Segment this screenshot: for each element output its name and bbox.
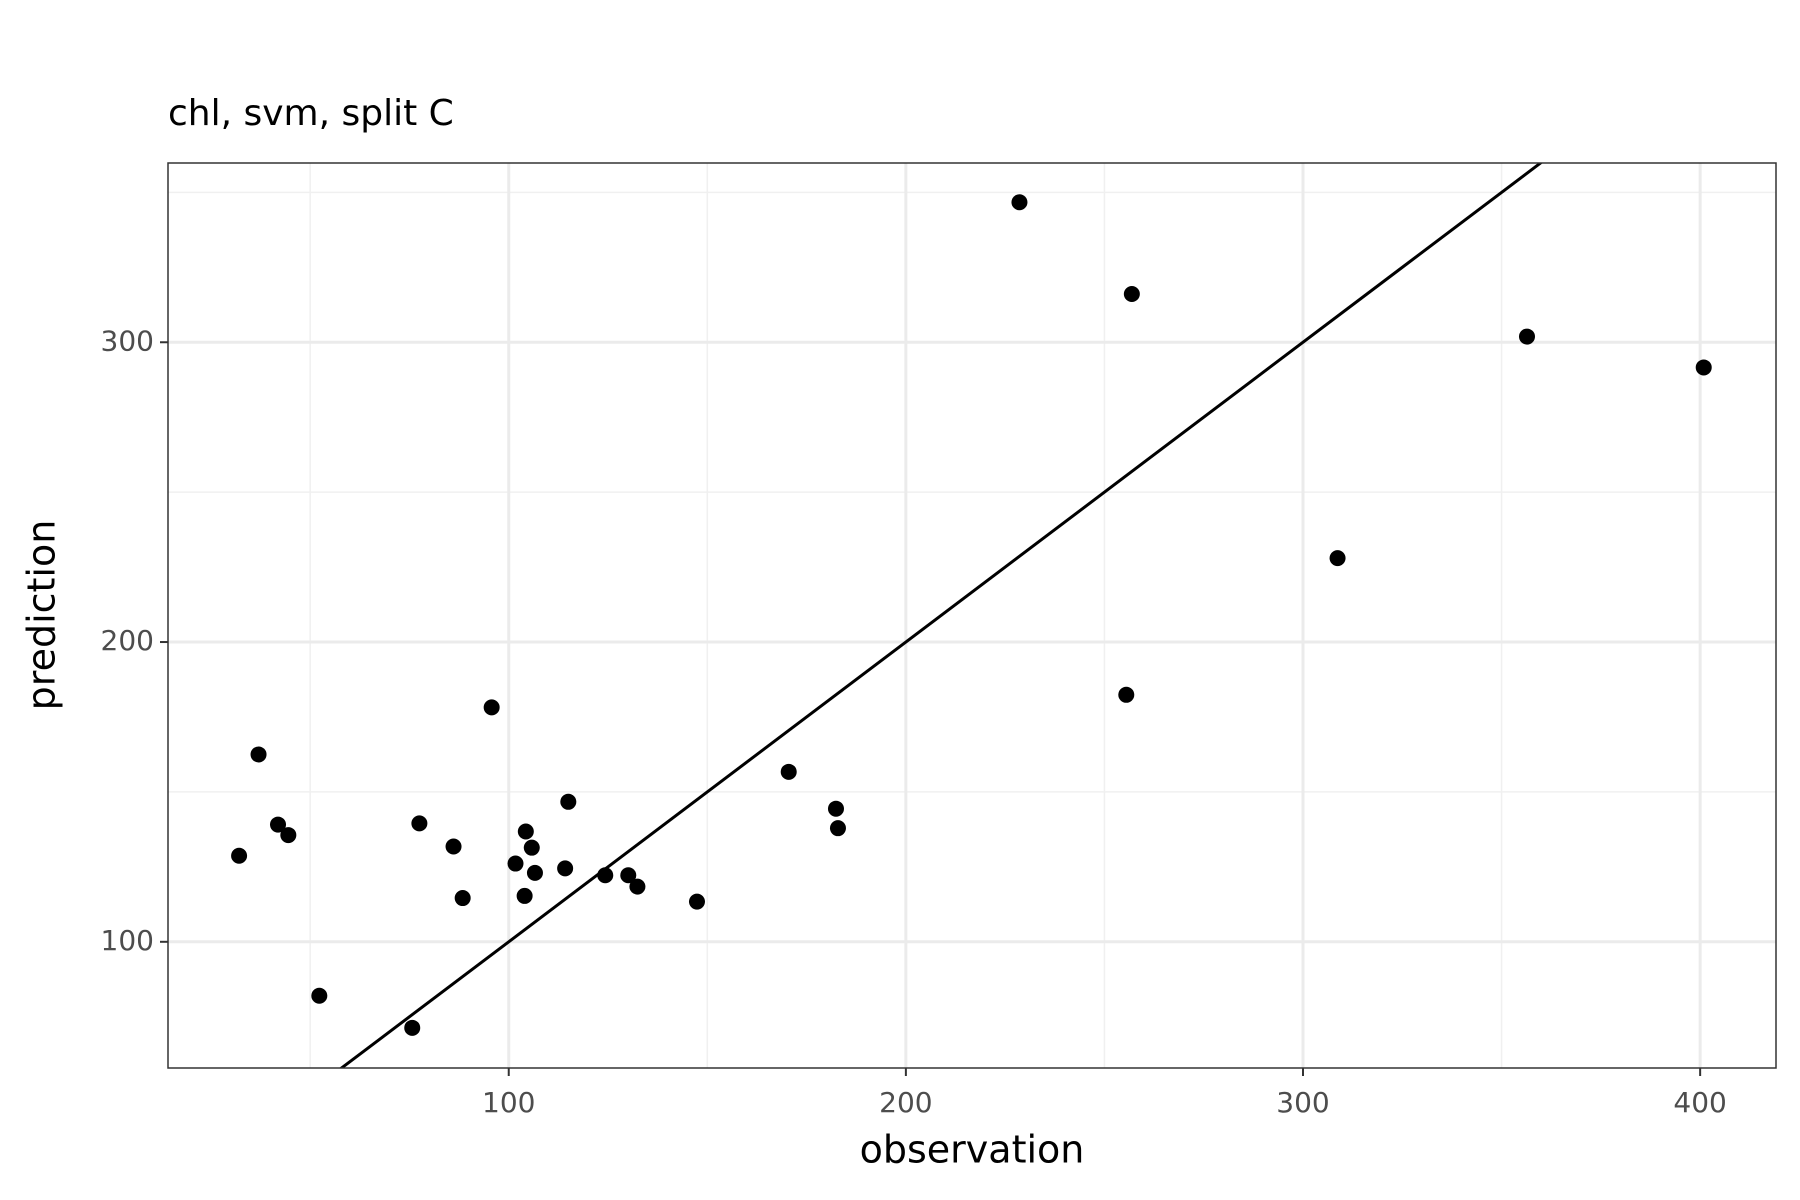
chart-title: chl, svm, split C xyxy=(168,93,454,134)
point xyxy=(445,838,462,855)
x-tick-label: 400 xyxy=(1673,1086,1726,1119)
y-tick-label: 300 xyxy=(101,324,154,357)
point xyxy=(250,746,267,763)
point xyxy=(1518,328,1535,345)
point xyxy=(829,820,846,837)
point xyxy=(1123,285,1140,302)
x-axis-title: observation xyxy=(860,1128,1085,1172)
point xyxy=(526,864,543,881)
point xyxy=(483,699,500,716)
y-tick-label: 100 xyxy=(101,924,154,957)
point xyxy=(620,867,637,884)
point xyxy=(629,878,646,895)
y-axis-title: prediction xyxy=(20,520,64,711)
point xyxy=(827,800,844,817)
point xyxy=(311,987,328,1004)
point xyxy=(1011,194,1028,211)
point xyxy=(280,827,297,844)
reference-line xyxy=(339,163,1543,1068)
x-tick-label: 200 xyxy=(879,1086,932,1119)
point xyxy=(780,763,797,780)
y-tick-label: 200 xyxy=(101,624,154,657)
point xyxy=(270,816,287,833)
point xyxy=(688,893,705,910)
x-tick-label: 300 xyxy=(1276,1086,1329,1119)
point xyxy=(597,867,614,884)
point xyxy=(560,793,577,810)
point xyxy=(411,815,428,832)
plot-area xyxy=(231,163,1712,1068)
point xyxy=(517,823,534,840)
point xyxy=(507,855,524,872)
point xyxy=(523,839,540,856)
point xyxy=(1329,550,1346,567)
point xyxy=(516,887,533,904)
point xyxy=(454,890,471,907)
point xyxy=(404,1019,421,1036)
x-tick-label: 100 xyxy=(482,1086,535,1119)
point xyxy=(1695,359,1712,376)
point xyxy=(231,847,248,864)
point xyxy=(557,860,574,877)
panel-border xyxy=(167,162,1777,1069)
point xyxy=(1118,686,1135,703)
